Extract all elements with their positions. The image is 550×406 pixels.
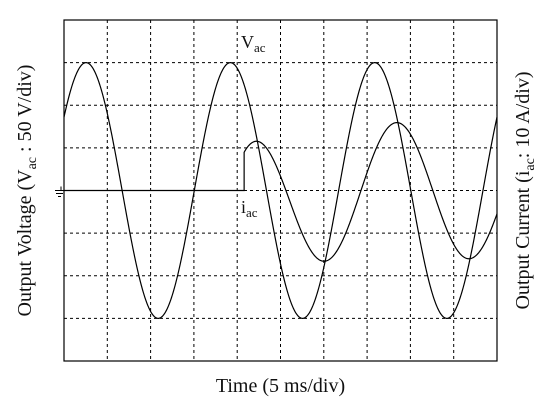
- vac-series-label: Vac: [241, 32, 266, 55]
- iac-series-label: iac: [241, 197, 258, 220]
- ground-icon: [55, 186, 64, 197]
- iac-waveform: [64, 122, 498, 262]
- vac-waveform: [63, 62, 498, 319]
- grid: [64, 20, 497, 361]
- x-axis-label: Time (5 ms/div): [216, 375, 345, 397]
- left-y-axis-label: Output Voltage (Vac : 50 V/div): [14, 65, 40, 317]
- right-y-axis-label: Output Current (iac: 10 A/div): [512, 72, 538, 310]
